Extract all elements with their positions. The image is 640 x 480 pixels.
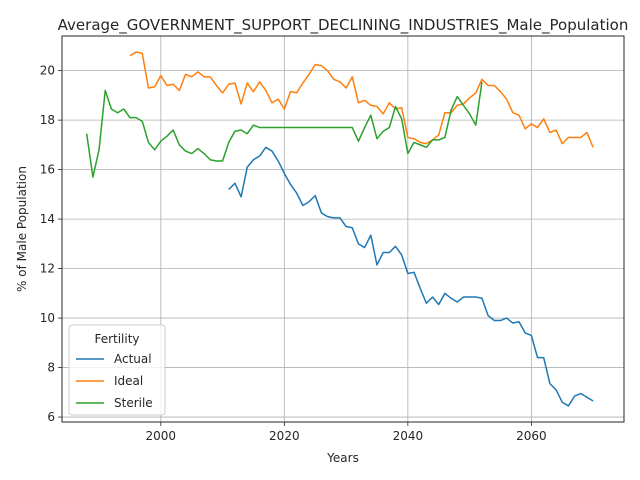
y-tick-label: 16 [40, 163, 55, 177]
y-axis-label: % of Male Population [15, 166, 29, 292]
x-tick-label: 2060 [516, 429, 547, 443]
y-tick-label: 14 [40, 212, 55, 226]
y-tick-label: 18 [40, 113, 55, 127]
y-tick-label: 20 [40, 64, 55, 78]
legend-label-ideal: Ideal [114, 374, 143, 388]
legend-label-sterile: Sterile [114, 396, 153, 410]
y-tick-label: 8 [47, 361, 55, 375]
legend-label-actual: Actual [114, 352, 152, 366]
plot-frame [61, 35, 625, 423]
chart-title: Average_GOVERNMENT_SUPPORT_DECLINING_IND… [58, 16, 629, 35]
x-axis-label: Years [326, 451, 359, 465]
y-tick-label: 10 [40, 311, 55, 325]
legend-items: Actual Ideal Sterile [76, 352, 153, 410]
legend: Fertility Actual Ideal Sterile [68, 324, 166, 416]
series-line-sterile [85, 81, 483, 178]
series-line-ideal [129, 51, 594, 148]
legend-title: Fertility [94, 332, 139, 346]
series-line-actual [228, 146, 594, 407]
grid [62, 36, 624, 422]
y-tick-label: 6 [47, 410, 55, 424]
axis-ticks: 2000 2020 2040 2060 6 8 10 12 14 16 18 20 [40, 64, 547, 443]
legend-box [68, 324, 166, 416]
series-lines [85, 51, 594, 407]
x-tick-label: 2000 [146, 429, 177, 443]
y-tick-label: 12 [40, 262, 55, 276]
x-tick-label: 2040 [393, 429, 424, 443]
x-tick-label: 2020 [269, 429, 300, 443]
